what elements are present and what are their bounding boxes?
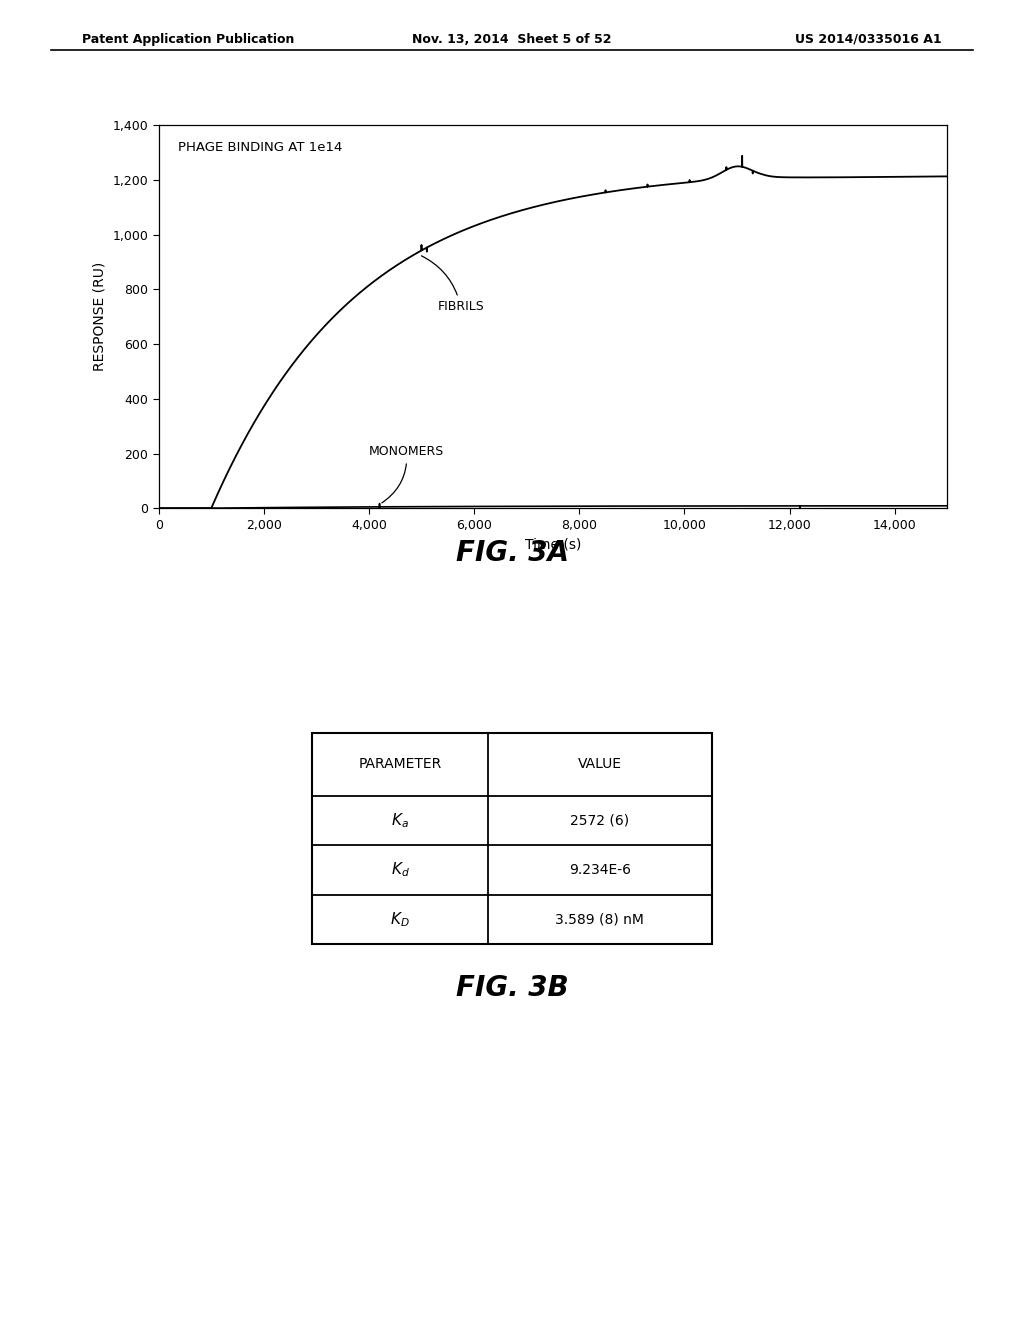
Text: 3.589 (8) nM: 3.589 (8) nM bbox=[555, 912, 644, 927]
X-axis label: Time (s): Time (s) bbox=[524, 537, 582, 552]
Text: FIBRILS: FIBRILS bbox=[422, 256, 484, 313]
Text: Nov. 13, 2014  Sheet 5 of 52: Nov. 13, 2014 Sheet 5 of 52 bbox=[413, 33, 611, 46]
Text: PHAGE BINDING AT 1e14: PHAGE BINDING AT 1e14 bbox=[178, 141, 343, 153]
Text: $K_D$: $K_D$ bbox=[390, 909, 410, 928]
Text: FIG. 3A: FIG. 3A bbox=[456, 539, 568, 566]
Text: $K_a$: $K_a$ bbox=[391, 812, 409, 830]
Text: Patent Application Publication: Patent Application Publication bbox=[82, 33, 294, 46]
Text: $K_d$: $K_d$ bbox=[391, 861, 410, 879]
Text: FIG. 3B: FIG. 3B bbox=[456, 974, 568, 1002]
Text: US 2014/0335016 A1: US 2014/0335016 A1 bbox=[796, 33, 942, 46]
Text: MONOMERS: MONOMERS bbox=[369, 445, 444, 503]
Text: 2572 (6): 2572 (6) bbox=[570, 813, 630, 828]
Y-axis label: RESPONSE (RU): RESPONSE (RU) bbox=[93, 263, 106, 371]
Text: 9.234E-6: 9.234E-6 bbox=[569, 863, 631, 876]
Text: VALUE: VALUE bbox=[578, 758, 622, 771]
Text: PARAMETER: PARAMETER bbox=[358, 758, 441, 771]
